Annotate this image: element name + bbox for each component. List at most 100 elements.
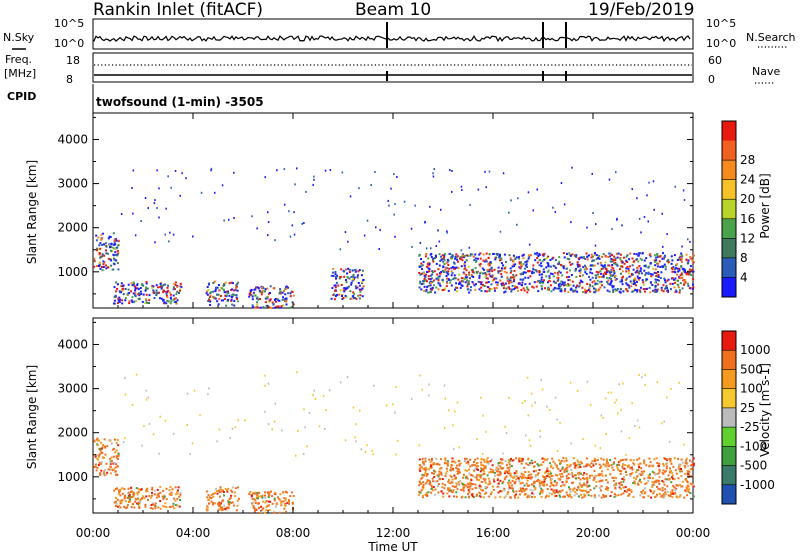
echo-cell <box>507 467 510 470</box>
echo-cell <box>589 290 592 293</box>
echo-cell <box>360 288 363 291</box>
echo-cell <box>631 468 634 471</box>
echo-cell <box>499 471 502 474</box>
echo-cell <box>683 279 685 282</box>
echo-cell <box>511 480 514 482</box>
echo-cell <box>453 262 456 265</box>
echo-cell <box>418 254 421 257</box>
colorbar-tick-label: 100 <box>740 382 763 396</box>
echo-cell <box>438 463 441 466</box>
echo-cell <box>96 444 99 447</box>
echo-cell <box>114 295 117 298</box>
echo-cell <box>101 243 103 246</box>
echo-cell <box>250 293 253 296</box>
echo-cell <box>111 469 114 472</box>
echo-cell <box>116 254 119 257</box>
echo-cell <box>565 491 568 494</box>
echo-cell <box>582 474 585 476</box>
echo-cell <box>442 289 444 291</box>
echo-cell <box>678 495 681 498</box>
echo-cell <box>462 280 465 283</box>
echo-cell <box>132 281 135 284</box>
echo-cell <box>291 224 294 227</box>
echo-cell <box>487 263 490 266</box>
echo-cell <box>254 492 257 495</box>
echo-cell <box>689 256 692 258</box>
echo-cell <box>139 498 142 501</box>
echo-cell <box>519 278 522 281</box>
echo-cell <box>507 459 510 462</box>
echo-cell <box>474 267 477 270</box>
echo-cell <box>498 270 501 273</box>
echo-cell <box>525 462 528 465</box>
echo-cell <box>510 290 513 293</box>
echo-cell <box>110 249 113 252</box>
echo-cell <box>596 273 599 276</box>
echo-cell <box>228 503 231 506</box>
echo-cell <box>114 243 117 246</box>
echo-cell <box>344 439 347 442</box>
echo-cell <box>640 467 643 470</box>
echo-cell <box>504 425 506 428</box>
echo-cell <box>334 270 337 273</box>
colorbar-frame <box>721 120 737 298</box>
echo-cell <box>536 261 539 264</box>
echo-cell <box>261 289 264 292</box>
echo-cell <box>565 470 568 473</box>
echo-cell <box>614 288 617 291</box>
echo-cell <box>665 458 668 461</box>
echo-cell <box>519 487 522 490</box>
echo-cell <box>601 265 604 268</box>
echo-cell <box>559 263 562 266</box>
echo-cell <box>603 264 606 267</box>
echo-cell <box>681 461 684 464</box>
echo-cell <box>281 298 284 301</box>
echo-cell <box>628 489 631 492</box>
echo-cell <box>446 267 449 270</box>
echo-cell <box>529 275 532 278</box>
echo-cell <box>571 481 573 484</box>
echo-cell <box>607 487 609 490</box>
echo-cell <box>467 281 470 284</box>
echo-cell <box>662 496 665 499</box>
echo-cell <box>566 477 569 480</box>
echo-cell <box>687 485 690 488</box>
echo-cell <box>530 459 533 462</box>
echo-cell <box>555 287 558 290</box>
echo-cell <box>665 467 668 470</box>
echo-cell <box>499 279 502 282</box>
echo-cell <box>127 491 130 494</box>
echo-cell <box>686 494 689 497</box>
echo-cell <box>566 271 569 274</box>
echo-cell <box>421 473 424 476</box>
echo-cell <box>613 272 616 275</box>
echo-cell <box>652 289 655 292</box>
echo-cell <box>418 484 421 487</box>
echo-cell <box>428 383 430 386</box>
echo-cell <box>637 463 640 466</box>
echo-cell <box>218 297 221 300</box>
echo-cell <box>274 491 277 494</box>
echo-cell <box>426 479 429 482</box>
echo-cell <box>281 429 283 432</box>
echo-cell <box>479 257 482 260</box>
echo-cell <box>542 254 545 257</box>
echo-cell <box>587 494 590 497</box>
echo-cell <box>138 505 141 508</box>
echo-cell <box>218 428 221 431</box>
echo-cell <box>456 286 459 289</box>
echo-cell <box>686 262 689 265</box>
echo-cell <box>490 283 493 286</box>
echo-cell <box>119 506 122 509</box>
echo-cell <box>482 414 484 417</box>
echo-cell <box>464 281 467 284</box>
echo-cell <box>152 503 155 506</box>
echo-cell <box>687 284 690 287</box>
echo-cell <box>537 472 540 475</box>
echo-cell <box>454 257 456 260</box>
echo-cell <box>553 492 556 495</box>
echo-cell <box>671 476 673 479</box>
echo-cell <box>165 290 168 293</box>
echo-cell <box>210 291 213 294</box>
echo-cell <box>485 273 488 276</box>
